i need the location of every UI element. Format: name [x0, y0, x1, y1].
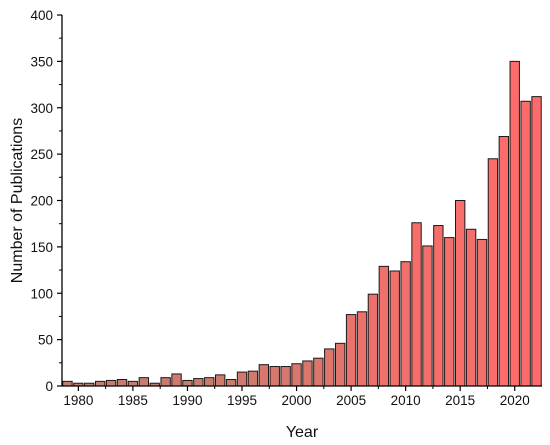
bar-1998	[269, 366, 280, 387]
bar-1999	[280, 366, 291, 387]
bar-1982	[94, 380, 106, 387]
bar-2013	[433, 225, 444, 387]
bar-1995	[236, 371, 248, 387]
bar-2001	[302, 360, 313, 387]
x-ticks-group: 1980 1985 1990 1995 2000 2005 2010 2015 2020	[63, 386, 530, 408]
bar-1991	[193, 378, 204, 387]
y-tick-label: 300	[30, 101, 53, 116]
y-ticks-group: 0 50 100 150 200 250 300 350 400	[30, 8, 62, 394]
bar-1986	[138, 377, 150, 387]
bar-1979	[62, 380, 73, 387]
x-tick-label: 2015	[445, 393, 475, 408]
bar-2019	[498, 136, 510, 387]
x-tick-label: 1990	[172, 393, 202, 408]
bar-2003	[324, 348, 335, 387]
bar-2004	[334, 342, 346, 387]
bar-1997	[258, 364, 270, 387]
x-tick-label: 2010	[391, 393, 421, 408]
bar-2018	[487, 158, 499, 387]
y-axis-title: Number of Publications	[9, 118, 26, 283]
bar-1988	[160, 377, 171, 387]
bar-2002	[313, 357, 324, 387]
x-axis-title: Year	[286, 424, 319, 441]
bar-2020	[509, 60, 520, 387]
bar-1989	[171, 373, 182, 387]
y-tick-label: 0	[45, 379, 53, 394]
x-tick-label: 1985	[118, 393, 148, 408]
y-tick-label: 400	[30, 8, 53, 23]
bar-1996	[247, 370, 259, 387]
y-tick-label: 200	[30, 194, 53, 209]
y-tick-label: 150	[30, 240, 53, 255]
y-tick-label: 100	[30, 286, 53, 301]
x-tick-label: 2005	[336, 393, 366, 408]
bar-2009	[389, 270, 400, 387]
bar-2012	[422, 245, 433, 387]
bar-1993	[214, 374, 226, 387]
bar-1984	[116, 379, 128, 387]
bar-1985	[127, 380, 139, 387]
x-tick-label: 2020	[500, 393, 530, 408]
y-tick-label: 350	[30, 54, 53, 69]
bar-1983	[105, 379, 117, 387]
x-tick-label: 2000	[282, 393, 312, 408]
bar-1992	[204, 377, 215, 387]
bar-2006	[356, 311, 368, 387]
bar-2017	[476, 238, 488, 387]
x-tick-label: 1980	[63, 393, 93, 408]
bar-2022	[531, 96, 542, 387]
bar-2014	[444, 237, 455, 387]
bar-2015	[454, 200, 466, 387]
y-tick-label: 50	[38, 333, 53, 348]
bar-2005	[345, 314, 357, 387]
bar-2000	[291, 363, 302, 387]
bar-2010	[400, 261, 411, 387]
bar-2011	[411, 222, 422, 387]
y-tick-label: 250	[30, 147, 53, 162]
bar-1990	[182, 379, 193, 387]
bar-2021	[520, 100, 531, 387]
bar-2007	[367, 293, 379, 387]
bars-group	[62, 60, 542, 387]
x-tick-label: 1995	[227, 393, 257, 408]
bar-2008	[378, 265, 390, 387]
bar-2016	[465, 228, 477, 387]
bar-1994	[225, 379, 237, 387]
